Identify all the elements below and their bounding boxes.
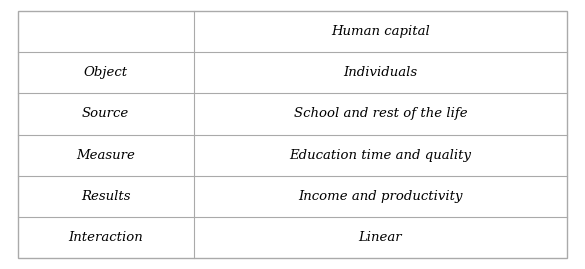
Text: School and rest of the life: School and rest of the life [294, 107, 467, 120]
Text: Source: Source [82, 107, 129, 120]
Text: Income and productivity: Income and productivity [298, 190, 463, 203]
Text: Education time and quality: Education time and quality [290, 149, 472, 162]
Text: Interaction: Interaction [68, 231, 143, 244]
Text: Object: Object [84, 66, 128, 79]
Text: Individuals: Individuals [343, 66, 418, 79]
Text: Measure: Measure [76, 149, 135, 162]
Text: Linear: Linear [359, 231, 402, 244]
Text: Results: Results [81, 190, 130, 203]
Text: Human capital: Human capital [331, 25, 430, 38]
